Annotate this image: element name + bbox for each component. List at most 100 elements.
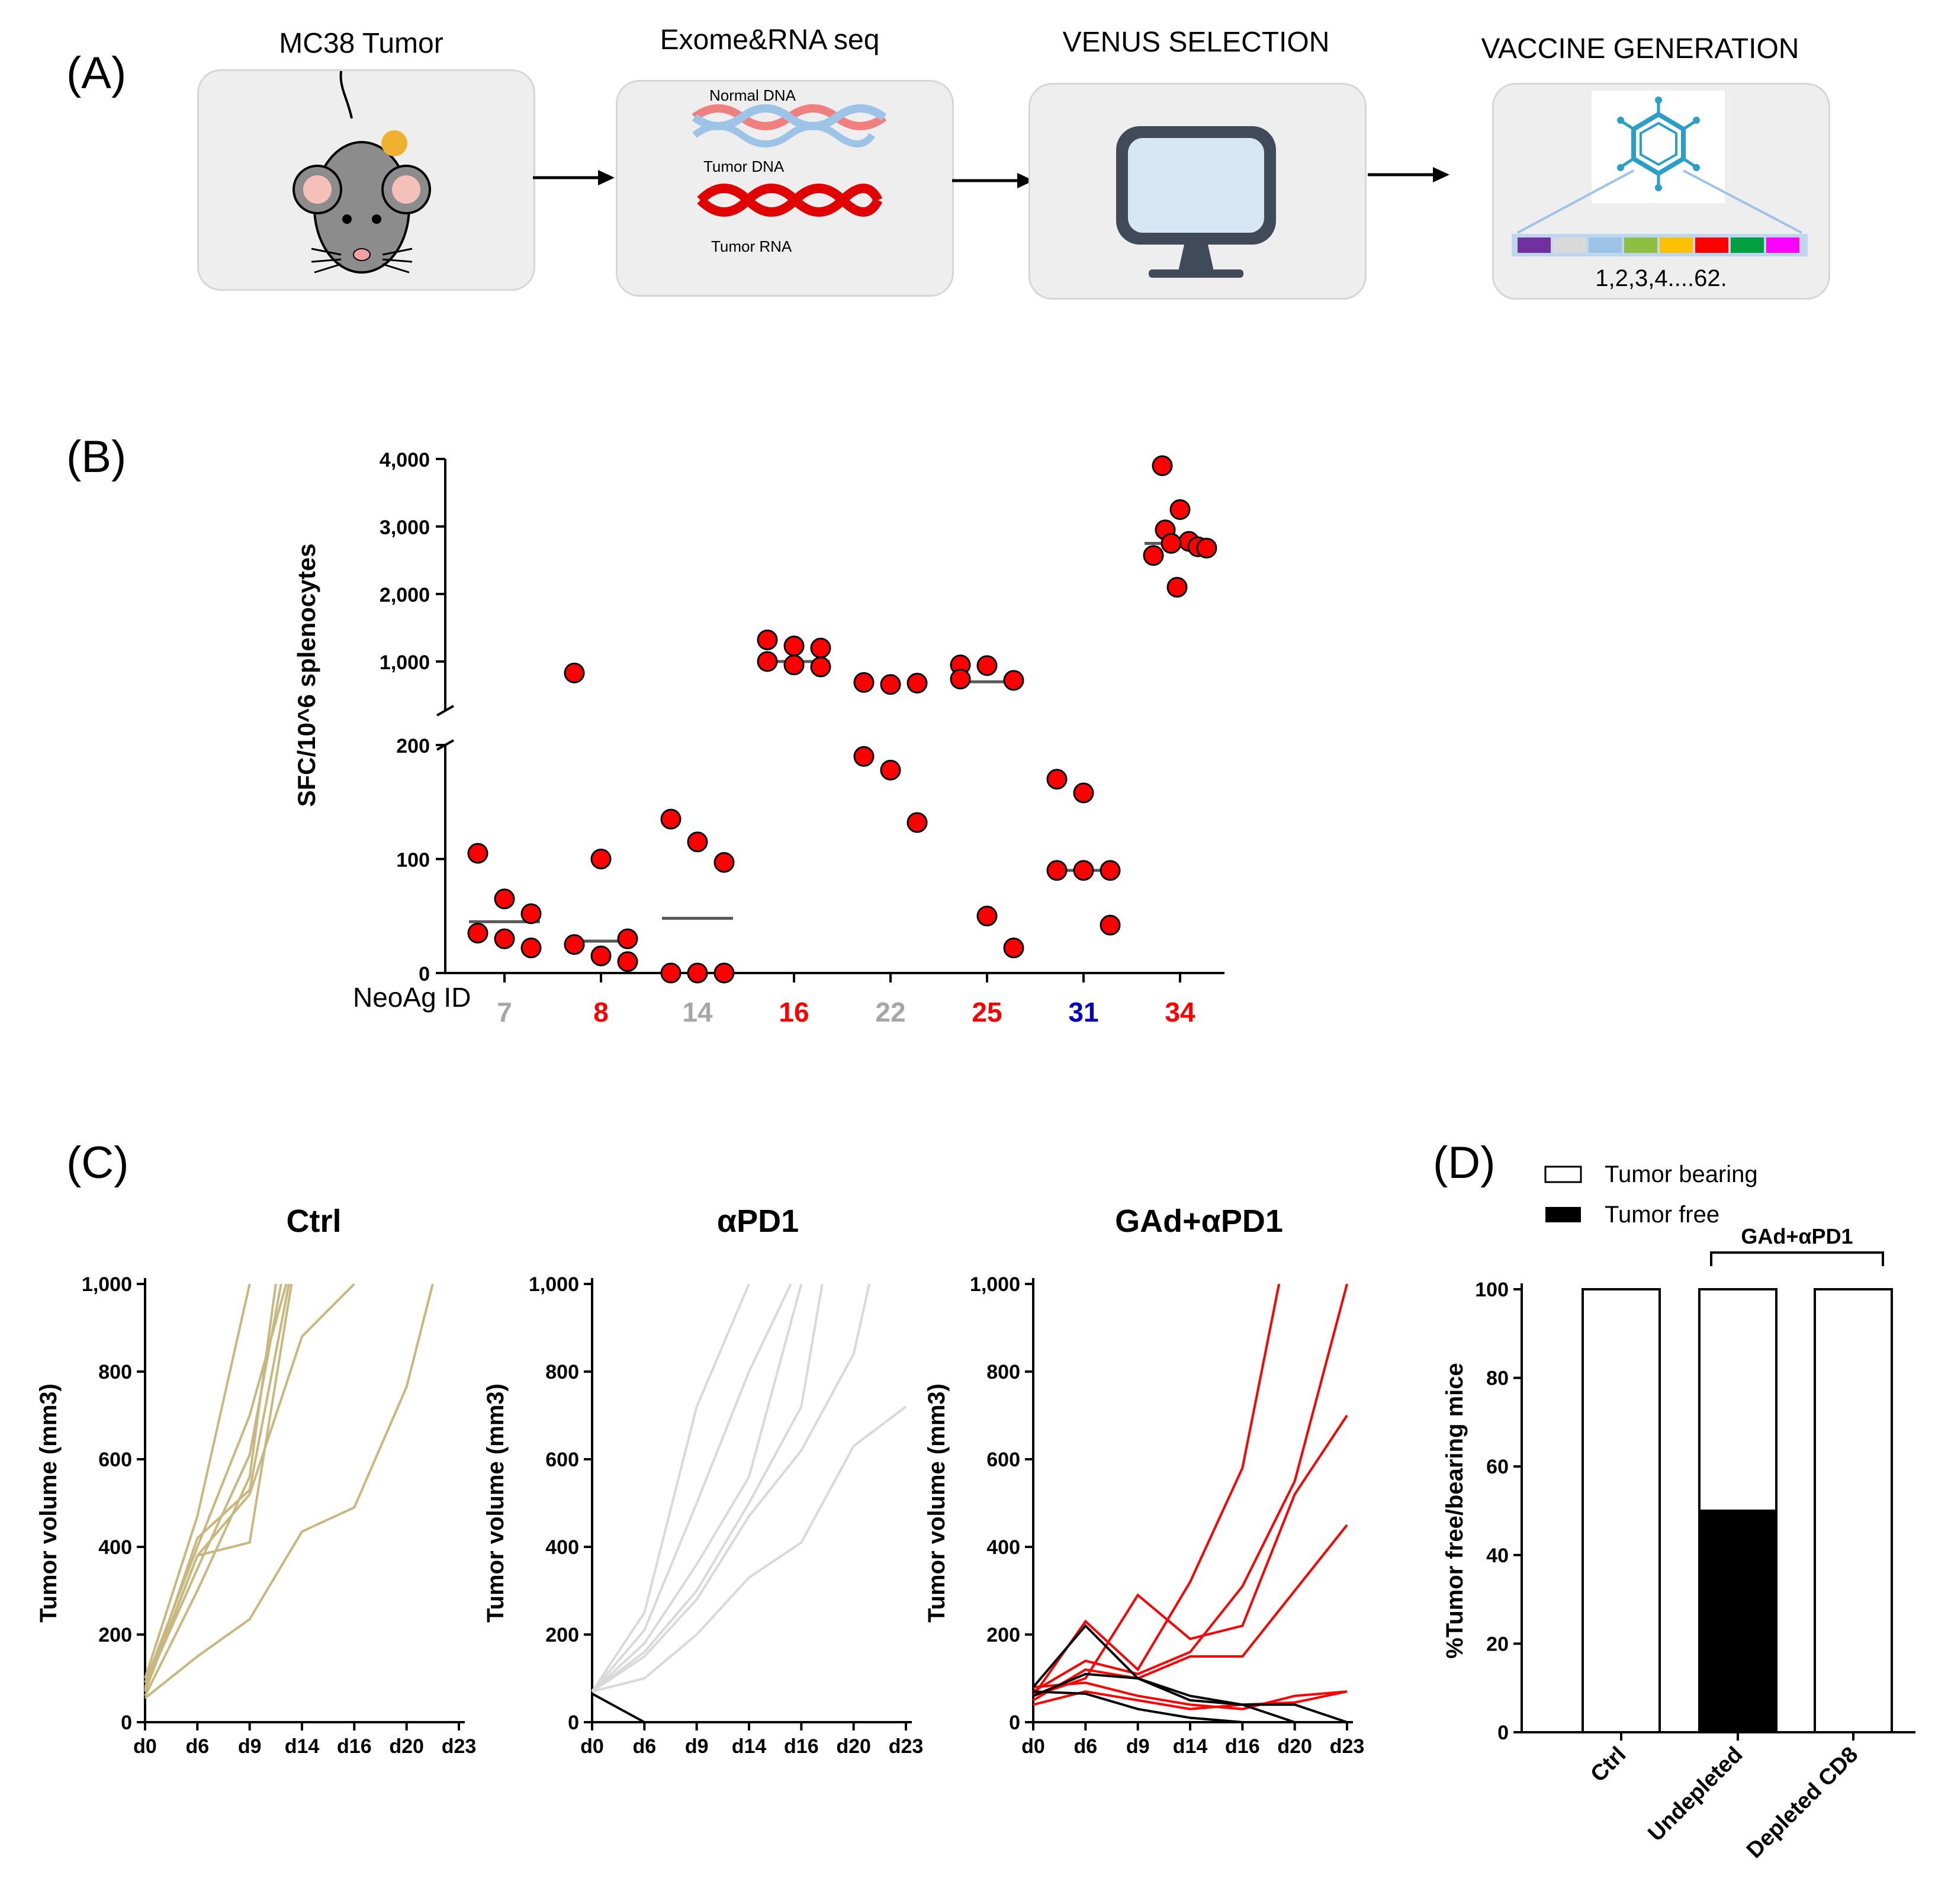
chart-d-ylabel: %Tumor free/bearing mice [1442,1363,1468,1658]
chart-c-xtick-label: d0 [133,1735,157,1758]
chart-c-xtick-label: d6 [1073,1735,1097,1758]
chart-c-xtick-label: d16 [784,1735,819,1758]
chart-b-point [494,928,515,949]
chart-c-xtick-label: d6 [632,1735,656,1758]
chart-b-point [783,654,805,676]
chart-c-series-line [591,1283,824,1693]
chart-b-point [880,759,901,781]
chart-c-ytick-label: 1,000 [970,1273,1020,1296]
chart-b-point [1073,782,1094,804]
chart-b-point [1161,533,1182,554]
cassette-segment [1731,237,1764,253]
chart-c-xtick-label: d23 [442,1735,477,1758]
chart-c-xtick-label: d0 [1021,1735,1045,1758]
chart-b-point [757,651,778,672]
cassette-segment [1660,237,1693,253]
step-box-vaccine: 1,2,3,4....62. [1492,83,1830,300]
chart-c-ytick-label: 400 [545,1536,579,1559]
step-title-vaccine: VACCINE GENERATION [1481,33,1799,65]
chart-c-xtick-label: d9 [1126,1735,1150,1758]
chart-c-xtick-label: d9 [685,1735,709,1758]
chart-c-xtick-label: d20 [389,1735,424,1758]
cassette-segment [1518,237,1551,253]
chart-b-xtick-label: 25 [972,997,1002,1028]
chart-c-xtick-label: d23 [889,1735,924,1758]
chart-d-ytick-label: 20 [1486,1633,1509,1655]
chart-b-point [590,849,612,869]
chart-c-ytick-label: 800 [98,1361,132,1383]
label-tumor-rna: Tumor RNA [711,237,792,255]
chart-c-series-line [144,1283,277,1697]
cassette-segment [1624,237,1657,253]
step-box-tumor [197,59,535,291]
chart-b-point [520,903,542,924]
chart-b-point [950,669,971,690]
chart-c-ytick-label: 0 [1009,1712,1020,1734]
chart-c-xtick-label: d20 [836,1735,871,1758]
legend-label-bearing: Tumor bearing [1605,1161,1758,1187]
step-title-tumor: MC38 Tumor [279,28,443,59]
label-tumor-dna: Tumor DNA [703,158,785,175]
chart-c-series-line [144,1283,251,1679]
cassette-segment [1695,237,1728,253]
chart-b-point [617,928,638,949]
chart-c-ytick-label: 0 [121,1712,132,1734]
chart-c-ytick-label: 600 [98,1449,132,1471]
chart-c-ytick-label: 800 [986,1361,1020,1383]
chart-d-bar-segment [1698,1288,1777,1512]
chart-c-series-line [592,1405,907,1693]
chart-b-point [564,662,585,683]
chart-b-xlabel: NeoAg ID [353,982,471,1013]
chart-b-point [660,808,682,830]
cassette-segment [1766,237,1799,253]
chart-b-point [1046,769,1068,790]
cassette-segment [1589,237,1622,253]
panel-label-a: (A) [66,48,127,98]
chart-b-point [687,962,708,984]
chart-b-point [1003,937,1024,959]
legend-swatch-free [1545,1207,1581,1222]
chart-b-point [1003,670,1024,691]
chart-b-point [1100,860,1121,881]
chart-d-ytick-label: 40 [1486,1545,1509,1567]
chart-b-point [1166,577,1188,598]
chart-c-ytick-label: 200 [986,1624,1020,1646]
monitor-icon [1116,126,1276,278]
chart-d-bar-segment [1814,1288,1893,1733]
chart-b-point [853,672,875,693]
arrow-3 [1368,167,1449,182]
chart-b-point [467,843,488,864]
chart-c-xtick-label: d9 [238,1735,262,1758]
chart-c-title: αPD1 [717,1203,799,1239]
chart-d-xtick-label: Depleted CD8 [1742,1742,1863,1863]
chart-c-series-line [591,1283,750,1693]
chart-c-ytick-label: 200 [545,1624,579,1646]
chart-b-ytick-label: 0 [419,963,430,985]
chart-b-ytick-label: 1,000 [380,651,430,674]
chart-c-series-line [591,1283,871,1693]
chart-b-xtick-label: 34 [1165,997,1195,1028]
chart-b-point [907,672,928,693]
chart-b-point [976,906,998,927]
chart-c-ytick-label: 600 [986,1449,1020,1471]
dna-icon [692,104,887,217]
chart-c-series-line-black [1033,1672,1296,1723]
chart-c-ylabel: Tumor volume (mm3) [36,1383,62,1623]
chart-b-point [853,746,875,767]
chart-d-xtick-label: Undepleted [1643,1742,1747,1847]
chart-b-point [617,951,638,972]
cassette-segment [1553,237,1586,253]
chart-b-point [1169,499,1191,520]
arrow-1 [533,170,615,185]
chart-b-point [494,888,515,910]
bracket-label: GAd+αPD1 [1741,1224,1853,1248]
step-box-seq: Normal DNA Tumor DNA Tumor RNA [616,80,954,297]
chart-c-xtick-label: d20 [1277,1735,1312,1758]
chart-b-point [1143,545,1164,566]
step-title-seq: Exome&RNA seq [660,24,880,56]
chart-c-xtick-label: d16 [337,1735,372,1758]
chart-d-ytick-label: 60 [1486,1456,1509,1478]
legend-swatch-bearing [1544,1165,1582,1183]
